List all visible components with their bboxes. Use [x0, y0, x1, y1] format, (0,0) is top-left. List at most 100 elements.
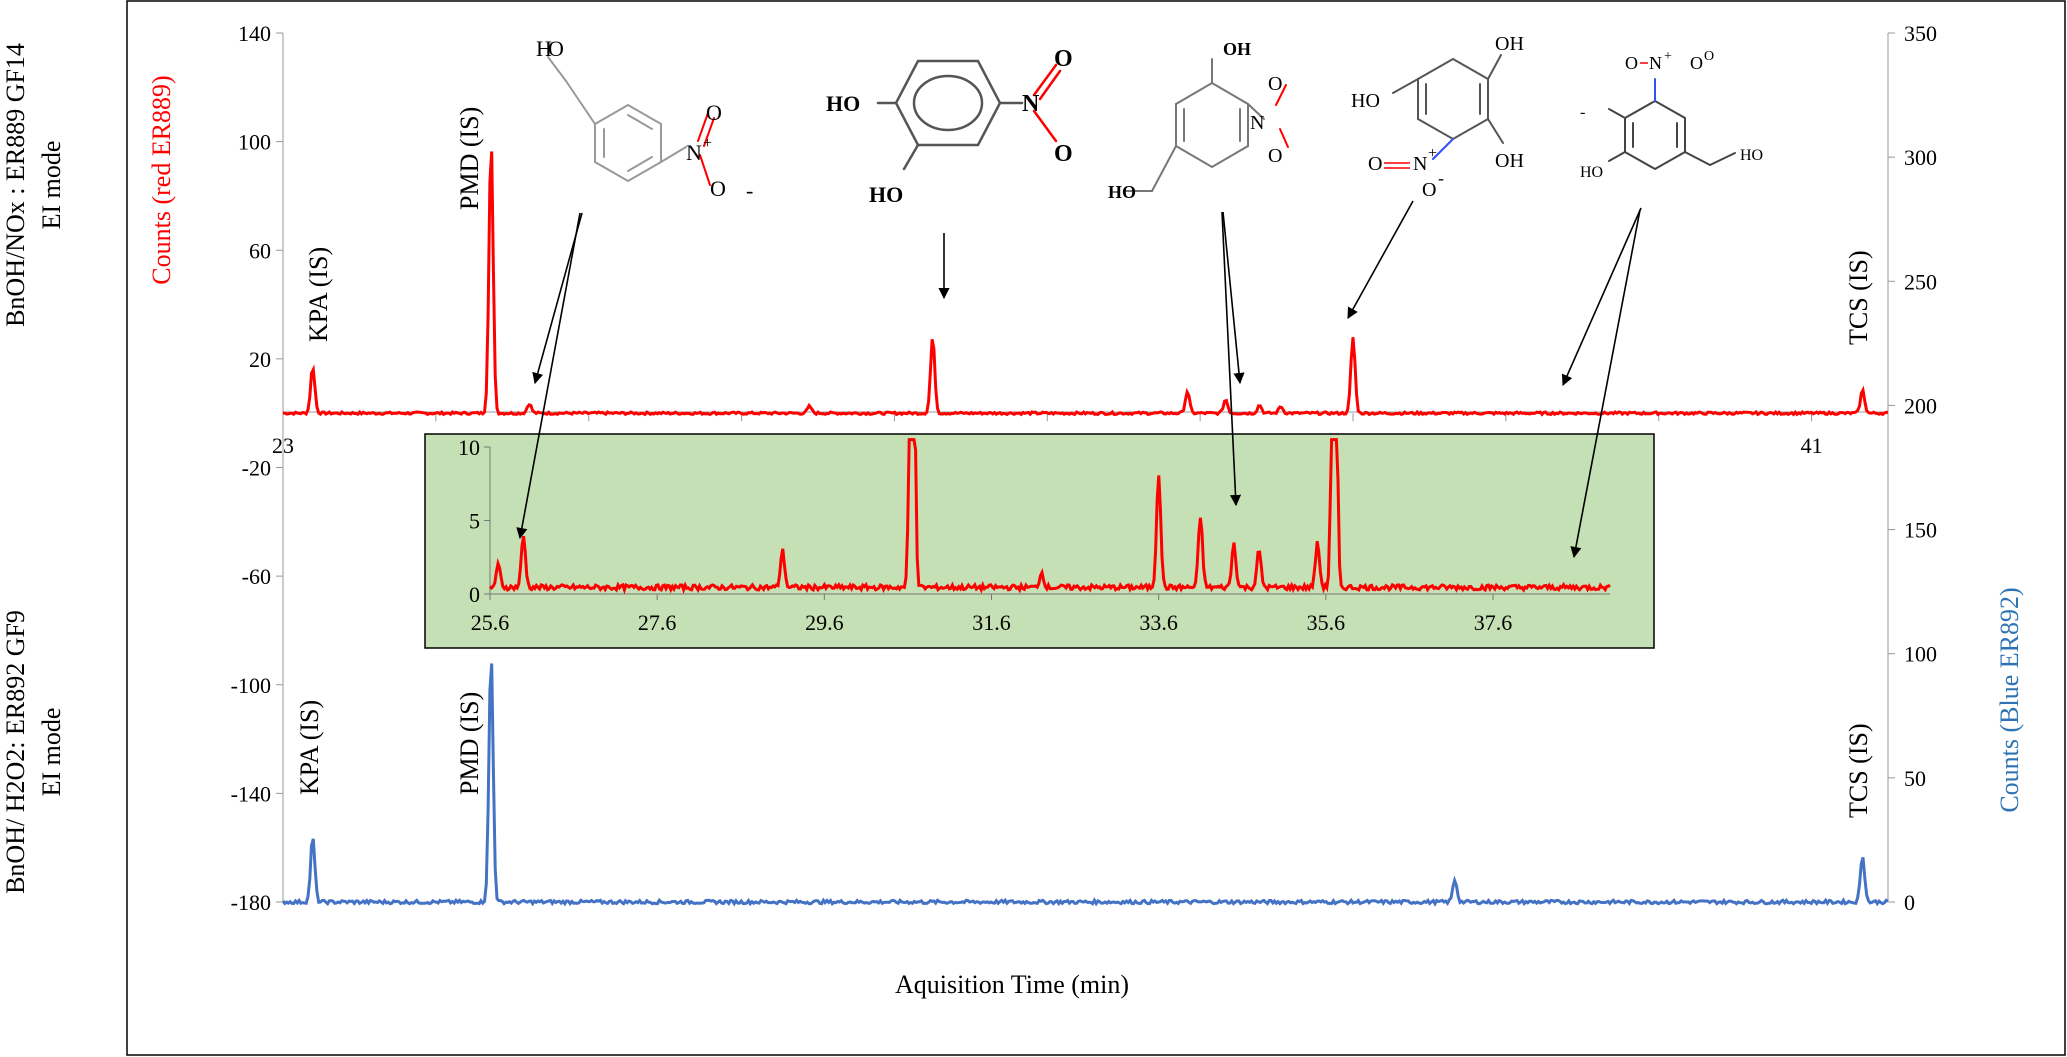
m5-atom-o: O — [1625, 53, 1638, 73]
left-tick-label: -140 — [231, 781, 271, 806]
inset-y-tick-label: 10 — [458, 435, 480, 460]
bottom-panel-label: BnOH/ H2O2: ER892 GF9 EI mode — [1, 610, 66, 894]
inset-panel: 10 5 0 25.6 27.6 29.6 31.6 33.6 35.6 37.6 — [424, 433, 1655, 649]
arrow-m3-top — [1222, 211, 1245, 385]
structure-m4-icon — [1392, 54, 1504, 160]
inset-x-tick-label: 31.6 — [972, 610, 1011, 635]
right-axis-title: Counts (Blue ER892) — [1995, 587, 2024, 812]
m1-atom-o2: O — [710, 176, 726, 201]
x-tick-label: 41 — [1801, 433, 1823, 458]
left-tick-label: -20 — [242, 456, 271, 481]
top-panel-label-line2: EI mode — [37, 141, 66, 230]
m5-atom-minus: O — [1704, 49, 1714, 64]
structure-m2-icon — [876, 59, 1062, 171]
m1-atom-o: O — [548, 36, 564, 61]
inset-x-tick-label: 33.6 — [1139, 610, 1178, 635]
m1-atom-plus: + — [703, 135, 712, 152]
arrow-m5-top — [1561, 207, 1642, 387]
x-tick-label: 23 — [272, 433, 294, 458]
m3-atom-ho: HO — [1108, 182, 1136, 202]
m3-atom-n: N — [1250, 112, 1264, 134]
inset-x-tick-label: 37.6 — [1474, 610, 1513, 635]
left-tick-label: 140 — [238, 21, 271, 46]
m5-atom-ho2: HO — [1580, 164, 1603, 181]
inset-y-ticks: 10 5 0 — [458, 435, 490, 607]
inset-x-tick-label: 35.6 — [1307, 610, 1346, 635]
structure-m5-icon — [1608, 78, 1736, 171]
peak-label-top-pmd: PMD (IS) — [455, 107, 484, 210]
right-tick-label: 150 — [1904, 518, 1937, 543]
left-tick-label: 100 — [238, 130, 271, 155]
left-tick-label: 20 — [249, 347, 271, 372]
bottom-panel-label-line2: EI mode — [37, 708, 66, 797]
m2-atom-o2: O — [1054, 141, 1073, 167]
m2-atom-ho2: HO — [869, 182, 903, 207]
inset-background — [424, 433, 1655, 649]
right-tick-label: 200 — [1904, 393, 1937, 418]
m5-atom-plus: + — [1664, 49, 1672, 64]
m1-atom-minus: - — [746, 178, 753, 203]
left-tick-label: -60 — [242, 564, 271, 589]
m4-atom-ho: HO — [1351, 90, 1380, 112]
m1-atom-o1: O — [706, 100, 722, 125]
right-tick-label: 300 — [1904, 145, 1937, 170]
m1-atom-n: N — [686, 140, 702, 165]
peak-label-bottom-tcs: TCS (IS) — [1844, 723, 1873, 818]
arrow-m1-inset — [516, 212, 581, 540]
m4-atom-minus: - — [1438, 168, 1444, 188]
peak-label-top-kpa: KPA (IS) — [304, 247, 333, 342]
right-tick-label: 100 — [1904, 642, 1937, 667]
right-tick-label: 50 — [1904, 766, 1926, 791]
m4-atom-o1: O — [1368, 153, 1382, 175]
inset-y-tick-label: 0 — [469, 582, 480, 607]
left-axis-ticks: 140 100 60 20 -20 -60 -100 -140 -180 — [231, 21, 283, 915]
m5-atom-ominus: O — [1690, 53, 1703, 73]
x-axis-title: Aquisition Time (min) — [895, 970, 1129, 999]
right-tick-label: 350 — [1904, 21, 1937, 46]
inset-x-ticks: 25.6 27.6 29.6 31.6 33.6 35.6 37.6 — [471, 594, 1512, 635]
structure-m3-icon — [1123, 58, 1289, 192]
peak-label-bottom-pmd: PMD (IS) — [455, 692, 484, 795]
peak-label-bottom-kpa: KPA (IS) — [295, 700, 324, 795]
right-tick-label: 250 — [1904, 269, 1937, 294]
m3-atom-oh: OH — [1223, 39, 1251, 59]
right-tick-label: 0 — [1904, 890, 1915, 915]
m3-atom-o2: O — [1268, 145, 1282, 167]
top-panel-label-line1: BnOH/NOx : ER889 GF14 — [1, 43, 30, 327]
m3-atom-o1: O — [1268, 73, 1282, 95]
x-axis-ticks: 23 41 — [272, 413, 1823, 458]
m5-atom-n: N — [1649, 53, 1662, 73]
peak-label-top-tcs: TCS (IS) — [1844, 250, 1873, 345]
series-red-trace — [282, 151, 1889, 417]
left-tick-label: -100 — [231, 673, 271, 698]
right-axis-ticks: 350 300 250 200 150 100 50 0 — [1888, 21, 1937, 915]
inset-red-trace — [488, 438, 1611, 595]
m2-atom-n: N — [1022, 91, 1040, 117]
chart-frame — [126, 0, 2066, 1056]
m5-atom-ho1: - — [1580, 104, 1585, 121]
left-axis-title: Counts (red ER889) — [147, 75, 176, 284]
series-blue-trace — [281, 663, 1889, 907]
left-tick-label: -180 — [231, 890, 271, 915]
inset-x-tick-label: 25.6 — [471, 610, 510, 635]
m2-atom-o1: O — [1054, 46, 1073, 72]
m5-atom-oh: HO — [1740, 147, 1763, 164]
m1-atom-h: H — [536, 36, 552, 61]
inset-x-tick-label: 29.6 — [805, 610, 844, 635]
annotation-arrows — [516, 200, 1642, 559]
m4-atom-oh2: OH — [1495, 150, 1524, 172]
structure-m1-icon — [547, 56, 715, 186]
arrow-m3-inset — [1221, 211, 1242, 507]
top-panel-label: BnOH/NOx : ER889 GF14 EI mode — [1, 43, 66, 327]
m4-atom-oh1: OH — [1495, 33, 1524, 55]
bottom-panel-label-line1: BnOH/ H2O2: ER892 GF9 — [1, 610, 30, 894]
m4-atom-o2: O — [1422, 179, 1436, 201]
m2-atom-ho1: HO — [826, 91, 860, 116]
arrow-m4-top — [1347, 200, 1414, 319]
left-tick-label: 60 — [249, 238, 271, 263]
inset-y-tick-label: 5 — [469, 509, 480, 534]
m4-atom-n: N — [1413, 153, 1427, 175]
arrow-m5-inset — [1570, 209, 1641, 559]
m4-atom-plus: + — [1428, 145, 1437, 162]
